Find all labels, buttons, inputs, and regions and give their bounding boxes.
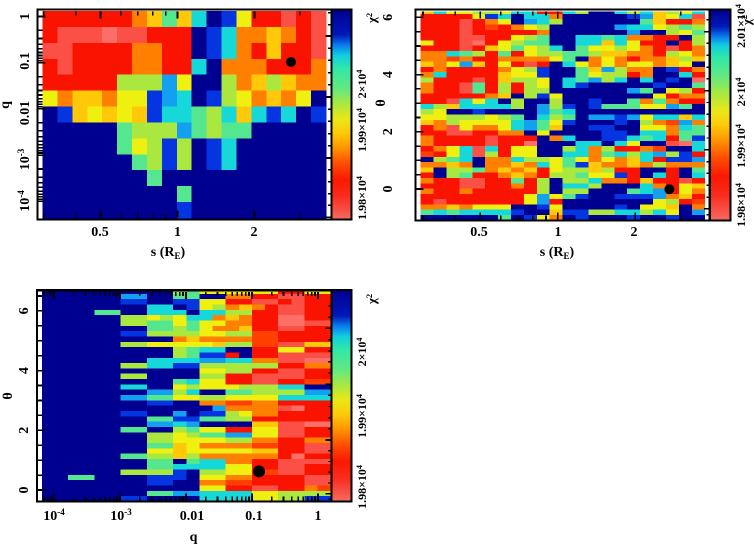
svg-text:θ: θ [374,99,389,106]
svg-text:0: 0 [381,186,396,193]
svg-text:0.1: 0.1 [245,509,263,524]
svg-text:1: 1 [555,225,562,240]
svg-text:0.5: 0.5 [91,225,109,240]
svg-text:χ2: χ2 [364,294,379,305]
svg-text:s (RE): s (RE) [540,245,575,261]
svg-text:6: 6 [381,14,396,21]
svg-text:1.98×104: 1.98×104 [355,176,369,220]
svg-text:χ2: χ2 [739,15,754,26]
svg-text:1.99×104: 1.99×104 [734,124,748,168]
svg-text:2: 2 [251,225,258,240]
svg-text:0.5: 0.5 [470,225,488,240]
svg-text:1.99×104: 1.99×104 [355,108,369,152]
svg-text:2×104: 2×104 [355,70,369,99]
svg-text:1: 1 [18,13,33,20]
svg-text:6: 6 [17,307,32,314]
svg-text:q: q [190,530,198,545]
svg-text:1.98×104: 1.98×104 [355,465,369,509]
svg-text:θ: θ [1,392,16,399]
svg-text:χ2: χ2 [364,13,379,24]
svg-text:s (RE): s (RE) [151,245,186,261]
svg-text:4: 4 [381,71,396,78]
svg-text:2: 2 [17,427,32,434]
svg-text:2.01×104: 2.01×104 [734,4,748,48]
svg-text:0: 0 [17,487,32,494]
svg-text:0.01: 0.01 [180,509,205,524]
svg-text:0.01: 0.01 [18,101,33,126]
svg-text:0.1: 0.1 [18,52,33,70]
svg-text:2: 2 [631,225,638,240]
svg-text:2×104: 2×104 [355,338,369,367]
svg-text:2×104: 2×104 [734,78,748,107]
svg-text:q: q [0,101,13,109]
svg-text:2: 2 [381,128,396,135]
svg-text:1: 1 [315,509,322,524]
svg-text:1.98×104: 1.98×104 [734,183,748,227]
svg-text:4: 4 [17,367,32,374]
svg-text:1.99×104: 1.99×104 [355,394,369,438]
svg-text:1: 1 [174,225,181,240]
